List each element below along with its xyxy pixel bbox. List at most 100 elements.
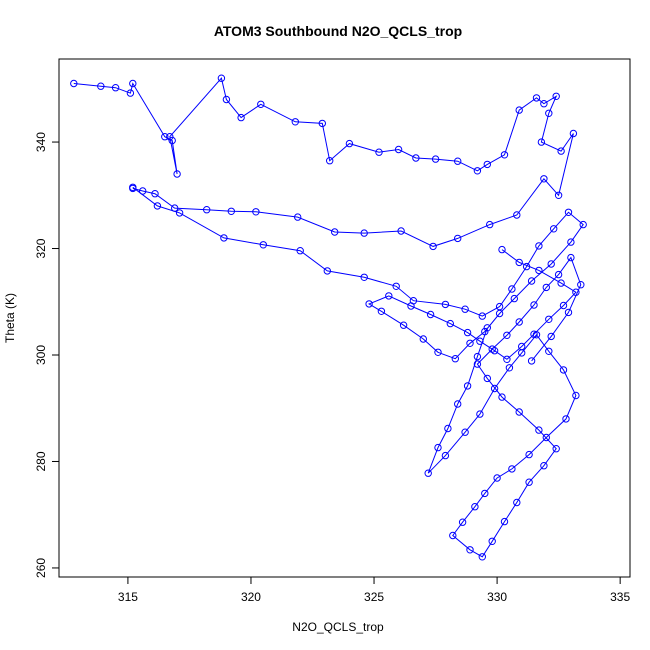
data-point (525, 450, 533, 459)
data-point (540, 100, 548, 108)
data-point (495, 302, 504, 311)
data-point (217, 74, 226, 82)
data-point (331, 228, 339, 236)
data-point (547, 260, 555, 268)
data-point (567, 253, 575, 262)
data-point (569, 129, 578, 138)
data-point (552, 445, 560, 453)
y-tick-label: 280 (34, 451, 48, 471)
y-tick-label: 300 (34, 345, 48, 365)
data-point (545, 347, 553, 355)
data-point (542, 283, 550, 292)
data-point (535, 266, 543, 275)
x-tick-label: 335 (610, 590, 630, 604)
data-point (70, 79, 78, 88)
data-point (510, 294, 518, 303)
data-point (535, 426, 543, 434)
data-point (166, 133, 174, 141)
data-point (515, 258, 523, 267)
data-point (483, 374, 491, 383)
data-point (503, 355, 511, 363)
data-point (252, 208, 260, 216)
data-point (111, 84, 120, 92)
data-point (535, 242, 543, 250)
data-point (222, 95, 231, 104)
chart-title: ATOM3 Southbound N2O_QCLS_trop (214, 23, 462, 39)
data-point (444, 424, 452, 433)
data-point (220, 234, 228, 242)
data-point (237, 113, 245, 122)
data-point (257, 100, 265, 109)
data-point (483, 324, 491, 332)
data-point (323, 267, 331, 275)
data-point (360, 229, 368, 237)
data-point (461, 305, 469, 313)
y-axis: 260 280 300 320 340 (34, 132, 60, 578)
data-point (318, 119, 326, 128)
data-point (500, 151, 509, 159)
data-point (126, 89, 135, 97)
data-point (554, 191, 563, 200)
x-tick-label: 330 (487, 590, 507, 604)
data-point (454, 234, 462, 243)
data-point (481, 489, 489, 498)
data-point (495, 309, 504, 318)
data-point (471, 503, 479, 511)
data-point (503, 331, 511, 339)
data-point (550, 225, 558, 233)
data-point (559, 366, 568, 374)
data-point (203, 206, 211, 214)
data-point (407, 302, 415, 310)
data-point (431, 155, 440, 163)
data-point (419, 335, 427, 343)
data-point (478, 312, 486, 320)
data-point (151, 190, 159, 198)
series-line (132, 186, 584, 360)
data-point (426, 310, 435, 319)
data-point (446, 319, 454, 328)
data-point (564, 208, 573, 217)
data-point (527, 277, 536, 285)
y-tick-label: 320 (34, 238, 48, 258)
data-point (559, 301, 568, 310)
data-point (515, 318, 523, 326)
data-point (478, 553, 486, 561)
data-point (490, 384, 499, 393)
data-point (508, 285, 516, 293)
x-tick-label: 315 (118, 590, 138, 604)
data-point (545, 109, 553, 118)
data-point (153, 202, 162, 210)
data-point (557, 147, 565, 155)
data-point (434, 443, 442, 452)
data-point (227, 207, 236, 216)
x-axis-label: N2O_QCLS_trop (292, 620, 384, 634)
data-point (129, 79, 137, 88)
series-0 (70, 74, 578, 251)
data-point (454, 157, 462, 165)
data-point (449, 531, 457, 540)
data-point (175, 209, 184, 217)
data-point (557, 279, 565, 287)
data-point (434, 348, 442, 356)
data-point (540, 175, 548, 183)
data-point (498, 245, 506, 254)
data-point (515, 106, 523, 114)
data-point (458, 518, 467, 526)
data-point (463, 382, 472, 390)
data-point (486, 220, 494, 229)
data-point (527, 357, 536, 365)
data-point (525, 478, 533, 486)
data-point (498, 393, 506, 401)
data-point (375, 148, 383, 156)
series-2 (424, 253, 585, 561)
data-point (451, 355, 459, 363)
data-point (508, 465, 516, 473)
y-axis-label: Theta (K) (3, 293, 17, 343)
data-point (429, 242, 437, 251)
data-point (473, 167, 482, 175)
data-point (360, 273, 368, 281)
data-point (392, 282, 400, 290)
x-tick-label: 320 (241, 590, 261, 604)
data-point (377, 307, 386, 315)
